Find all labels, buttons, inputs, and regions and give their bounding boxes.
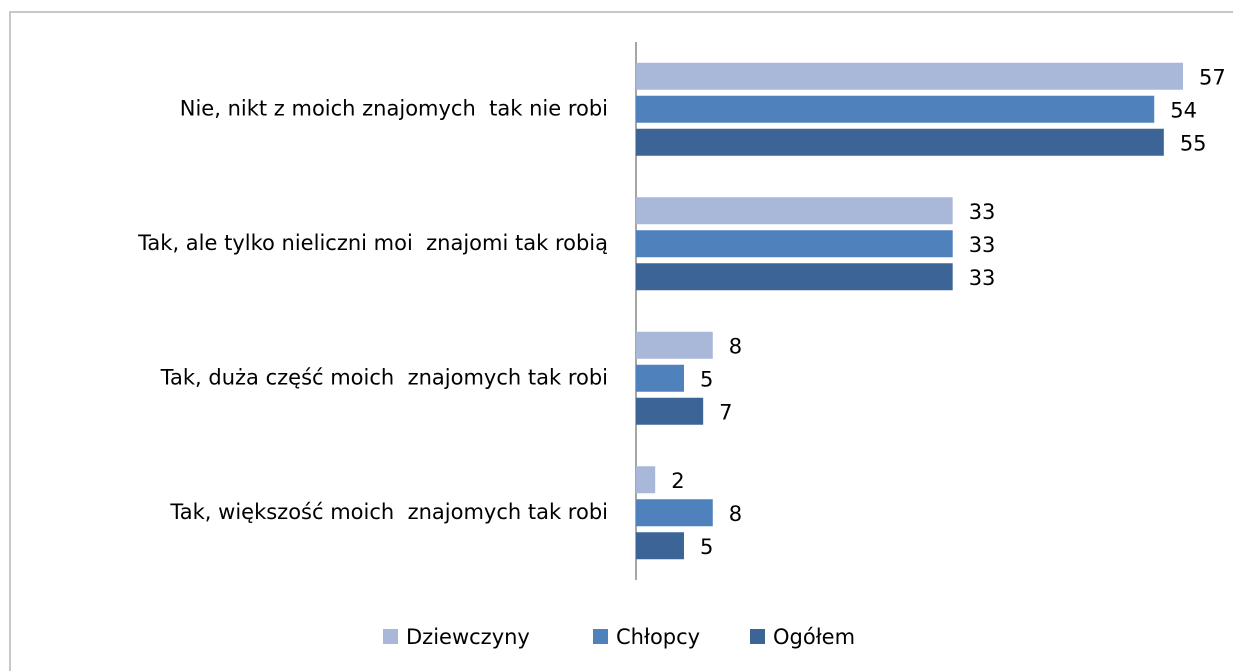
legend-swatch <box>383 629 398 644</box>
value-label: 33 <box>969 233 996 257</box>
legend-swatch <box>593 629 608 644</box>
value-label: 7 <box>719 400 732 424</box>
bar <box>636 197 953 225</box>
category-label: Tak, ale tylko nieliczni moi znajomi tak… <box>137 231 608 255</box>
bar <box>636 95 1155 123</box>
bar <box>636 331 713 359</box>
bar <box>636 397 704 425</box>
value-label: 33 <box>969 200 996 224</box>
bar <box>636 230 953 258</box>
category-label: Tak, większość moich znajomych tak robi <box>169 500 608 524</box>
bar <box>636 128 1164 156</box>
value-label: 8 <box>729 502 742 526</box>
category-label: Tak, duża część moich znajomych tak robi <box>160 365 608 389</box>
bar <box>636 263 953 291</box>
bar <box>636 499 713 527</box>
value-label: 8 <box>729 334 742 358</box>
legend-label: Ogółem <box>773 625 855 649</box>
legend-label: Chłopcy <box>616 625 700 649</box>
value-label: 5 <box>700 367 713 391</box>
category-label: Nie, nikt z moich znajomych tak nie robi <box>180 96 608 120</box>
bar <box>636 532 684 560</box>
legend-swatch <box>750 629 765 644</box>
bar <box>636 364 684 392</box>
bar <box>636 466 656 494</box>
value-label: 54 <box>1170 98 1197 122</box>
value-label: 57 <box>1199 65 1226 89</box>
value-label: 33 <box>969 266 996 290</box>
value-label: 5 <box>700 535 713 559</box>
value-label: 55 <box>1180 131 1207 155</box>
bar <box>636 62 1184 90</box>
value-label: 2 <box>671 469 684 493</box>
legend-label: Dziewczyny <box>406 625 530 649</box>
